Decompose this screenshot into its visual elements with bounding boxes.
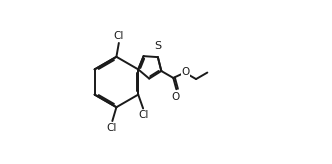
- Text: O: O: [182, 67, 190, 77]
- Text: Cl: Cl: [114, 31, 124, 41]
- Text: Cl: Cl: [106, 123, 117, 133]
- Text: O: O: [171, 92, 180, 102]
- Text: Cl: Cl: [139, 110, 149, 120]
- Text: S: S: [154, 41, 161, 51]
